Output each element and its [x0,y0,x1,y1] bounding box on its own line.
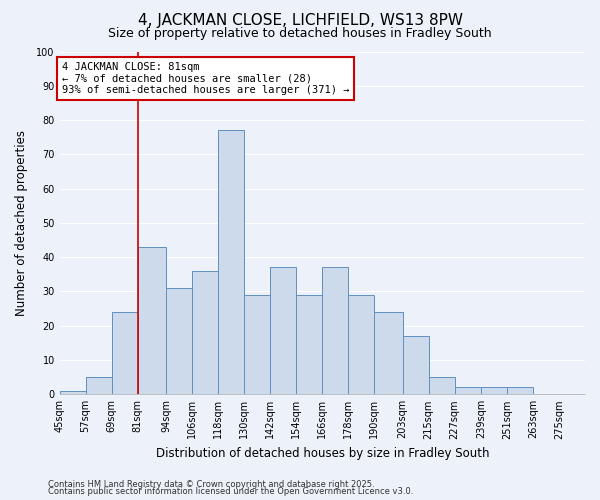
Bar [166,288,192,395]
Bar [349,295,374,394]
Bar [192,271,218,394]
Bar [296,295,322,394]
Bar [403,336,428,394]
Y-axis label: Number of detached properties: Number of detached properties [15,130,28,316]
Bar [112,312,138,394]
Bar [481,388,507,394]
Bar [270,268,296,394]
Bar [218,130,244,394]
Bar [322,268,349,394]
Bar [59,391,86,394]
Bar [138,247,166,394]
Bar [455,388,481,394]
Bar [374,312,403,394]
X-axis label: Distribution of detached houses by size in Fradley South: Distribution of detached houses by size … [155,447,489,460]
Text: Contains HM Land Registry data © Crown copyright and database right 2025.: Contains HM Land Registry data © Crown c… [48,480,374,489]
Bar [428,377,455,394]
Bar [507,388,533,394]
Bar [244,295,270,394]
Text: 4, JACKMAN CLOSE, LICHFIELD, WS13 8PW: 4, JACKMAN CLOSE, LICHFIELD, WS13 8PW [137,12,463,28]
Bar [86,377,112,394]
Text: 4 JACKMAN CLOSE: 81sqm
← 7% of detached houses are smaller (28)
93% of semi-deta: 4 JACKMAN CLOSE: 81sqm ← 7% of detached … [62,62,349,95]
Text: Size of property relative to detached houses in Fradley South: Size of property relative to detached ho… [108,28,492,40]
Text: Contains public sector information licensed under the Open Government Licence v3: Contains public sector information licen… [48,487,413,496]
